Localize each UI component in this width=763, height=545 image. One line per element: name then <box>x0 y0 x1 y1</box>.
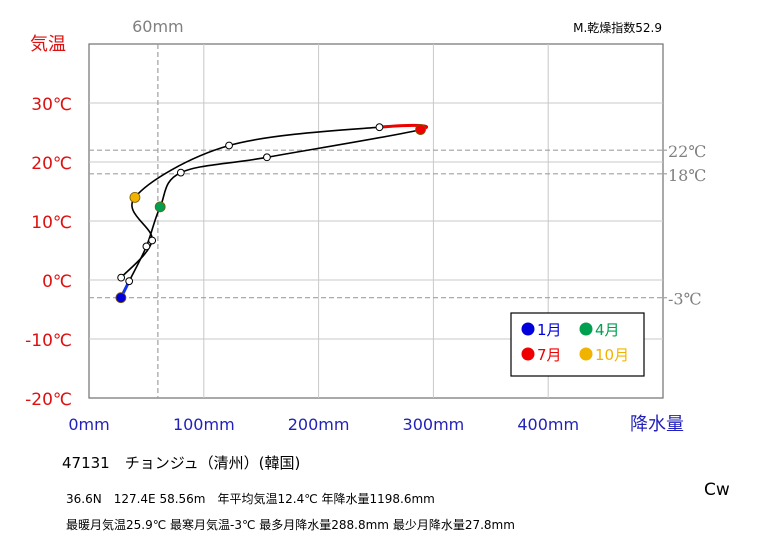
x-tick-label: 400mm <box>517 415 579 434</box>
climograph-segment <box>134 144 230 198</box>
x-axis-title: 降水量 <box>630 414 684 435</box>
legend-label: 10月 <box>595 346 629 364</box>
y-axis-title: 気温 <box>30 34 66 55</box>
ref-label-temp: 22℃ <box>668 142 706 161</box>
legend-label: 4月 <box>595 321 620 339</box>
month-point <box>263 153 271 162</box>
month-point-highlight <box>115 292 127 304</box>
month-point-highlight <box>415 124 426 135</box>
ref-label-temp: -3℃ <box>668 290 701 309</box>
climate-class: Cw <box>704 480 730 500</box>
x-tick-label: 100mm <box>173 415 235 434</box>
legend-box <box>510 312 645 377</box>
station-stats-line2: 最暖月気温25.9℃ 最寒月気温-3℃ 最多月降水量288.8mm 最少月降水量… <box>66 518 515 532</box>
month-point <box>148 236 157 245</box>
y-tick-label: 10℃ <box>31 213 72 233</box>
month-point <box>375 123 384 132</box>
y-tick-label: -10℃ <box>25 331 72 351</box>
legend-label: 1月 <box>537 321 562 339</box>
month-point <box>125 277 134 286</box>
x-tick-label: 200mm <box>288 415 350 434</box>
station-name: 47131 チョンジュ（清州）(韓国) <box>62 454 301 472</box>
legend-marker <box>579 347 593 361</box>
x-tick-label: 0mm <box>68 415 109 434</box>
month-point <box>225 141 233 150</box>
month-point <box>117 273 126 282</box>
climograph-segment <box>228 126 380 147</box>
station-stats-line1: 36.6N 127.4E 58.56m 年平均気温12.4℃ 年降水量1198.… <box>66 492 435 506</box>
y-tick-label: -20℃ <box>25 390 72 410</box>
legend-label: 7月 <box>537 346 562 364</box>
y-tick-label: 30℃ <box>31 95 72 115</box>
climograph-segment <box>180 156 268 174</box>
climograph-segment <box>266 128 421 159</box>
legend-marker <box>579 322 593 336</box>
y-tick-label: 0℃ <box>42 272 72 292</box>
month-point-highlight <box>129 191 141 203</box>
x-tick-label: 300mm <box>403 415 465 434</box>
month-point-highlight <box>154 201 166 213</box>
dryness-index: M.乾燥指数52.9 <box>573 20 662 35</box>
y-tick-label: 20℃ <box>31 154 72 174</box>
ref-label-temp: 18℃ <box>668 166 706 185</box>
month-point <box>176 168 185 177</box>
legend-marker <box>521 347 535 361</box>
ref-label-60mm: 60mm <box>132 17 184 36</box>
month-point <box>142 242 151 251</box>
legend-marker <box>521 322 535 336</box>
